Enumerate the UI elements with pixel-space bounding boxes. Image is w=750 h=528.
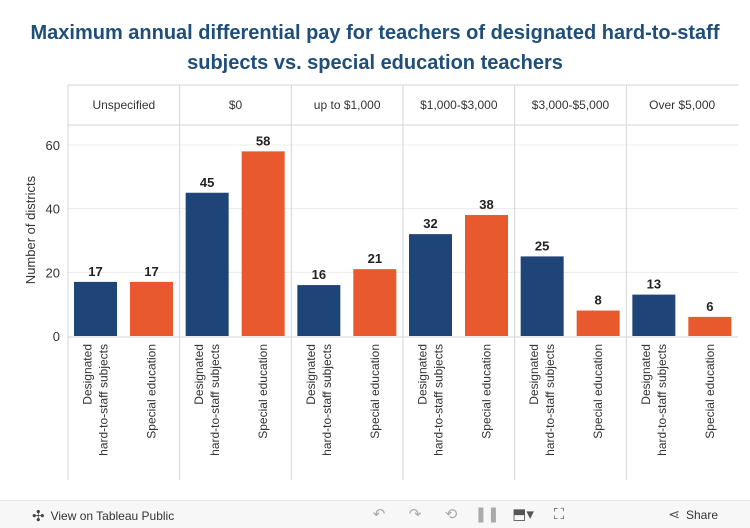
- data-label: 8: [595, 293, 602, 308]
- data-label: 17: [88, 264, 102, 279]
- chart-title-line-1: Maximum annual differential pay for teac…: [30, 22, 720, 44]
- y-tick-label: 60: [46, 138, 60, 153]
- bar-special: [130, 281, 173, 336]
- data-label: 16: [312, 267, 326, 282]
- data-label: 58: [256, 133, 270, 148]
- bar-category-label: Designated: [416, 344, 430, 405]
- bar-special: [576, 310, 620, 336]
- group-header-label: $0: [229, 98, 243, 112]
- data-label: 32: [423, 216, 437, 231]
- y-tick-label: 40: [46, 202, 60, 217]
- share-label: Share: [685, 507, 718, 522]
- pause-icon[interactable]: ❚❚: [474, 506, 500, 523]
- bar-category-label: Special education: [145, 344, 159, 439]
- y-tick-label: 0: [53, 329, 60, 344]
- view-on-tableau-label: View on Tableau Public: [50, 509, 175, 523]
- bar-category-label: Designated: [639, 344, 653, 405]
- bar-category-label: Special education: [368, 344, 382, 439]
- bar-category-label: Designated: [527, 344, 541, 405]
- chart-title: Maximum annual differential pay for teac…: [0, 18, 750, 78]
- share-button[interactable]: ⋖ Share: [668, 506, 718, 523]
- group-header-label: Unspecified: [92, 98, 155, 112]
- bar-special: [465, 215, 508, 336]
- group-header-label: Over $5,000: [649, 98, 715, 112]
- view-on-tableau-link[interactable]: ✣ View on Tableau Public: [32, 507, 174, 525]
- bar-special: [353, 269, 397, 336]
- bar-category-label: hard-to-staff subjects: [320, 344, 334, 456]
- data-label: 17: [144, 264, 158, 279]
- share-icon: ⋖: [668, 506, 680, 522]
- data-label: 21: [368, 251, 382, 266]
- data-label: 25: [535, 238, 549, 253]
- y-tick-label: 20: [46, 265, 60, 280]
- bar-chart: 0 20 40 60 Number of districts Unspecified 17 D…: [23, 84, 738, 480]
- group-header-label: $1,000-$3,000: [420, 98, 498, 112]
- bar-category-label: Special education: [256, 344, 270, 439]
- bar-category-label: hard-to-staff subjects: [543, 344, 557, 456]
- bar-category-label: hard-to-staff subjects: [655, 344, 669, 456]
- bar-designated: [632, 294, 676, 336]
- bar-special: [688, 316, 732, 336]
- bar-designated: [520, 256, 564, 336]
- bar-category-label: Special education: [480, 344, 494, 439]
- data-label: 38: [479, 197, 493, 212]
- bar-category-label: hard-to-staff subjects: [208, 344, 222, 456]
- bar-designated: [185, 192, 229, 336]
- data-label: 6: [706, 299, 713, 314]
- bar-designated: [409, 234, 452, 336]
- bar-category-label: hard-to-staff subjects: [432, 344, 446, 456]
- bar-category-label: Designated: [81, 344, 95, 405]
- tableau-toolbar: ✣ View on Tableau Public ↶ ↷ ⟲ ❚❚ ⬒▾ ⛶ ⋖…: [0, 500, 750, 528]
- bar-designated: [74, 281, 117, 336]
- data-label: 45: [200, 175, 214, 190]
- bar-special: [241, 151, 285, 336]
- bar-category-label: Special education: [703, 344, 717, 439]
- bar-category-label: Designated: [192, 344, 206, 405]
- tableau-logo-icon: ✣: [32, 508, 45, 525]
- y-axis-title: Number of districts: [23, 175, 38, 284]
- bar-category-label: Special education: [591, 344, 605, 439]
- data-label: 13: [647, 277, 661, 292]
- bar-category-label: Designated: [304, 344, 318, 405]
- fullscreen-icon[interactable]: ⛶: [553, 505, 565, 523]
- redo-icon[interactable]: ↷: [408, 506, 422, 523]
- toolbar-icons: ↶ ↷ ⟲ ❚❚ ⬒▾ ⛶: [368, 505, 570, 524]
- download-icon[interactable]: ⬒▾: [512, 506, 534, 523]
- bar-category-label: hard-to-staff subjects: [97, 344, 111, 456]
- group-header-label: $3,000-$5,000: [532, 98, 610, 112]
- group-header-label: up to $1,000: [314, 98, 381, 112]
- chart-title-line-2: subjects vs. special education teachers: [187, 52, 563, 74]
- revert-icon[interactable]: ⟲: [444, 506, 458, 523]
- undo-icon[interactable]: ↶: [372, 506, 386, 523]
- bar-designated: [297, 285, 341, 336]
